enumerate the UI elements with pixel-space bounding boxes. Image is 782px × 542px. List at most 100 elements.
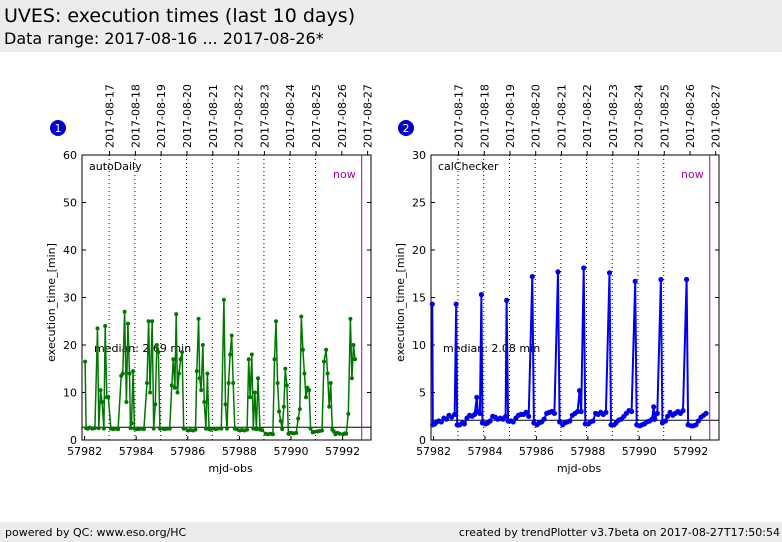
data-point (349, 376, 354, 381)
data-point (684, 276, 690, 283)
data-point (194, 369, 199, 374)
x-tick-label: 57988 (222, 445, 257, 458)
data-point (221, 297, 226, 302)
data-point (251, 426, 256, 431)
data-point (308, 426, 313, 431)
date-tick-label: 2017-08-26 (336, 84, 349, 148)
data-point (100, 400, 105, 404)
chart-panel-2: 2 2017-08-17 2017-08-18 2017-08-19 2017-08-2… (394, 84, 723, 475)
footer-powered-by: powered by QC: www.eso.org/HC (5, 526, 187, 539)
y-tick-label: 10 (412, 339, 426, 352)
panel-badge (50, 120, 66, 136)
data-point (325, 371, 330, 376)
data-point (283, 366, 288, 371)
date-tick-label: 2017-08-24 (633, 84, 646, 148)
data-point (171, 357, 176, 362)
data-point (103, 324, 108, 328)
data-point (286, 431, 291, 436)
x-axis-label: mjd-obs (557, 462, 602, 475)
data-point (154, 343, 159, 347)
data-point (296, 416, 301, 421)
data-point (83, 359, 88, 364)
date-tick-label: 2017-08-21 (555, 84, 568, 148)
data-point (567, 418, 573, 424)
data-point (229, 333, 234, 338)
y-tick-label: 20 (63, 339, 77, 352)
data-point (299, 314, 304, 319)
date-tick-label: 2017-08-22 (581, 84, 594, 148)
data-point (197, 376, 202, 381)
data-point (337, 431, 342, 436)
data-point (156, 350, 161, 355)
data-point (277, 409, 282, 414)
page-subtitle: Data range: 2017-08-16 ... 2017-08-26* (4, 29, 324, 48)
y-tick-label: 0 (70, 434, 77, 447)
series-label: calChecker (438, 160, 499, 173)
data-point (223, 402, 228, 407)
data-point (328, 381, 333, 385)
data-point (246, 357, 251, 362)
x-tick-label: 57988 (570, 445, 605, 458)
data-point (300, 347, 305, 352)
x-tick-label: 57984 (119, 445, 154, 458)
data-point (353, 357, 357, 362)
now-label: now (333, 168, 356, 181)
data-point (280, 427, 285, 432)
y-tick-label: 10 (63, 387, 77, 400)
data-point (452, 411, 458, 417)
x-tick-label: 57990 (274, 445, 309, 458)
date-tick-label: 2017-08-25 (658, 84, 671, 148)
data-point (148, 390, 153, 395)
data-point (651, 404, 657, 410)
data-point (526, 413, 532, 419)
date-tick-label: 2017-08-23 (258, 84, 271, 148)
now-label: now (681, 168, 704, 181)
panel-badge-number: 1 (55, 122, 62, 135)
data-point (203, 426, 208, 431)
data-point (177, 371, 181, 376)
y-tick-label: 60 (63, 149, 77, 162)
date-tick-label: 2017-08-19 (504, 84, 517, 148)
data-point (503, 413, 509, 419)
data-point (275, 381, 280, 385)
data-point (575, 408, 581, 415)
data-point (260, 428, 265, 432)
data-point (169, 383, 174, 388)
data-point (116, 427, 121, 432)
plot-frame (430, 154, 720, 441)
data-point (523, 409, 529, 415)
x-tick-label: 57992 (325, 445, 360, 458)
data-point (131, 369, 136, 374)
data-point (443, 416, 449, 422)
data-point (461, 421, 467, 427)
data-point (124, 400, 129, 404)
data-point (284, 383, 289, 388)
data-point (125, 321, 130, 326)
data-point (351, 343, 356, 347)
data-point (129, 421, 134, 426)
data-point (150, 319, 155, 324)
data-point (167, 426, 172, 431)
data-point (510, 419, 516, 425)
data-point (92, 426, 97, 431)
x-tick-label: 57986 (170, 445, 205, 458)
data-point (215, 426, 220, 431)
page-title: UVES: execution times (last 10 days) (4, 5, 356, 27)
data-point (665, 413, 671, 419)
plot-frame (81, 154, 372, 441)
date-tick-label: 2017-08-17 (104, 84, 117, 148)
date-tick-label: 2017-08-25 (310, 84, 323, 148)
series-label: autoDaily (89, 160, 142, 173)
data-point (322, 359, 326, 364)
median-label: median: 2.69 min (94, 342, 191, 355)
data-point (252, 390, 257, 395)
data-point (174, 312, 179, 317)
y-tick-label: 50 (63, 197, 77, 210)
data-point (278, 419, 283, 423)
data-point (603, 409, 609, 415)
data-point (693, 422, 699, 428)
data-point (304, 395, 308, 400)
date-tick-label: 2017-08-20 (181, 84, 194, 148)
data-point (95, 326, 100, 331)
